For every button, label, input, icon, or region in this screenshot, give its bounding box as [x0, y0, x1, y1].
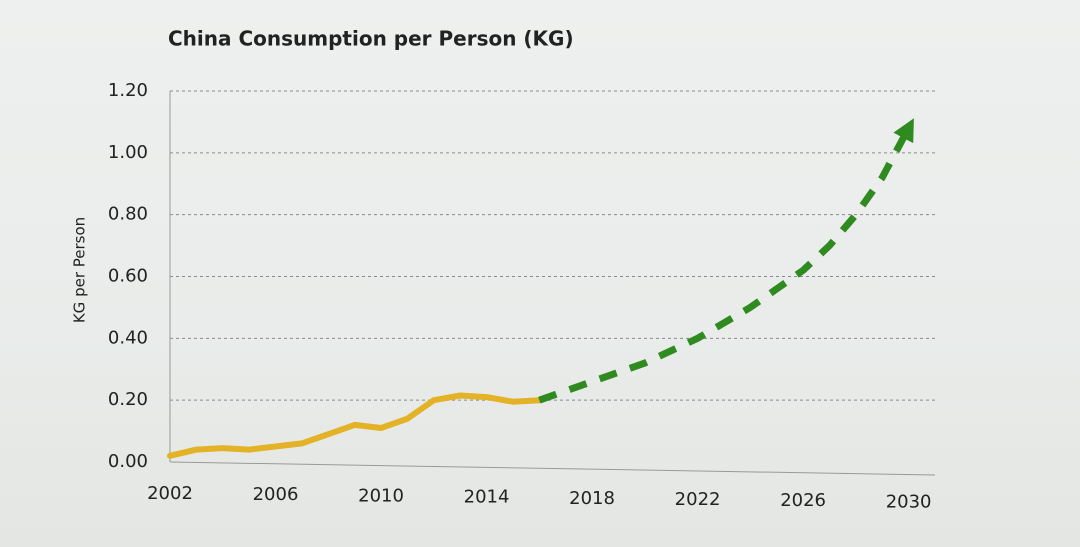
y-tick-label: 0.80 [108, 204, 148, 225]
y-tick-label: 0.20 [108, 389, 148, 410]
x-tick-label: 2014 [464, 487, 510, 508]
chart-title: China Consumption per Person (KG) [168, 27, 574, 51]
x-tick-label: 2010 [358, 485, 404, 506]
x-tick-label: 2026 [780, 490, 826, 511]
x-tick-label: 2018 [569, 488, 615, 509]
series-line [538, 118, 914, 404]
x-tick-label: 2002 [147, 483, 193, 504]
y-tick-label: 0.00 [108, 451, 148, 472]
y-tick-label: 1.20 [108, 80, 148, 101]
y-axis-label: KG per Person [71, 217, 89, 323]
y-tick-label: 0.60 [108, 266, 148, 287]
x-tick-label: 2006 [253, 484, 299, 505]
x-axis [169, 461, 936, 476]
x-tick-label: 2022 [675, 489, 721, 510]
y-tick-label: 0.40 [108, 327, 148, 348]
series-line [167, 392, 543, 459]
y-tick-label: 1.00 [108, 142, 148, 163]
x-tick-label: 2030 [886, 491, 932, 512]
